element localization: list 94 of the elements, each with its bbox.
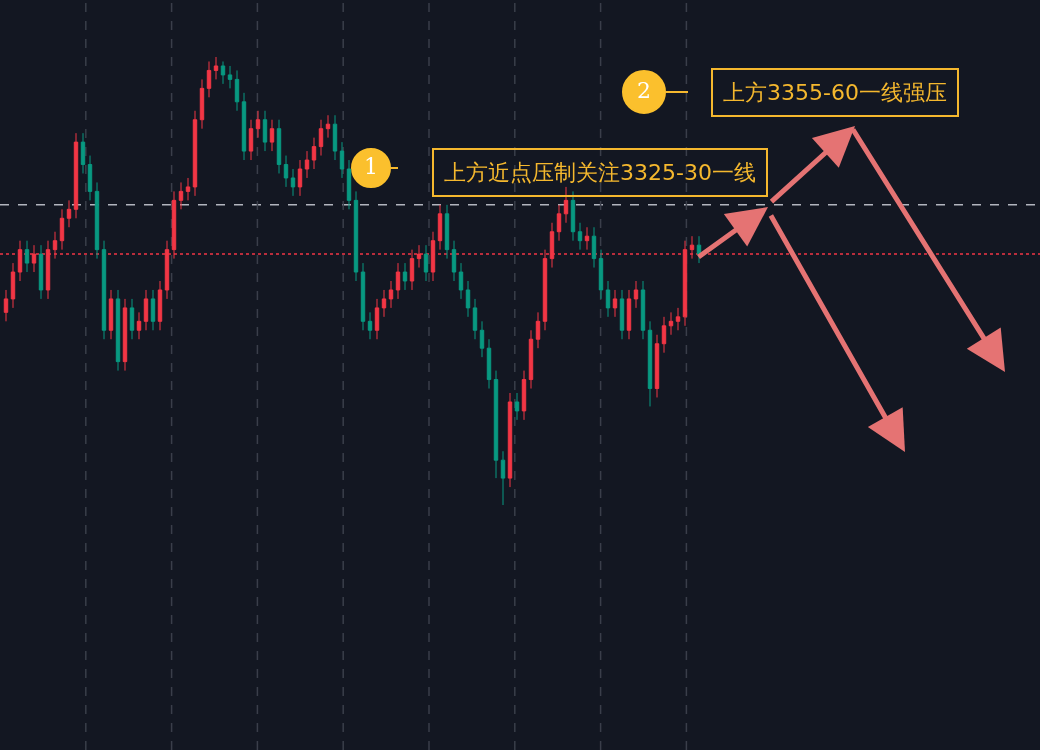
candlestick bbox=[262, 110, 268, 152]
candlestick bbox=[626, 289, 632, 340]
candlestick bbox=[248, 119, 254, 161]
candlestick bbox=[367, 311, 373, 340]
candlestick bbox=[94, 181, 100, 260]
candlestick bbox=[24, 240, 30, 273]
candlestick bbox=[129, 298, 135, 340]
candlestick bbox=[465, 280, 471, 318]
candlestick bbox=[381, 289, 387, 318]
candlestick bbox=[66, 199, 72, 228]
candlestick bbox=[178, 181, 184, 210]
candlestick bbox=[640, 280, 646, 340]
candlestick bbox=[353, 190, 359, 282]
candlestick bbox=[360, 262, 366, 331]
candlestick bbox=[276, 119, 282, 174]
candlestick bbox=[696, 235, 702, 264]
candlestick bbox=[157, 280, 163, 331]
candlestick bbox=[311, 137, 317, 170]
candlestick bbox=[234, 69, 240, 112]
candlestick bbox=[80, 132, 86, 174]
candlestick bbox=[136, 311, 142, 340]
candlestick bbox=[675, 307, 681, 331]
candlestick bbox=[59, 208, 65, 251]
candlestick bbox=[619, 289, 625, 340]
candlestick bbox=[143, 289, 149, 331]
annotation: 2 bbox=[637, 77, 651, 103]
candlestick bbox=[507, 392, 513, 488]
candlestick bbox=[402, 262, 408, 291]
candlestick bbox=[395, 262, 401, 300]
candlestick bbox=[388, 280, 394, 309]
candlestick bbox=[297, 159, 303, 197]
candlestick bbox=[598, 249, 604, 300]
candlestick bbox=[192, 110, 198, 197]
candlestick bbox=[444, 204, 450, 260]
candlestick bbox=[661, 316, 667, 354]
candlestick bbox=[514, 392, 520, 421]
candlestick bbox=[10, 262, 16, 309]
candlestick bbox=[668, 311, 674, 336]
candlestick bbox=[213, 56, 219, 80]
candlestick bbox=[17, 240, 23, 282]
candlestick bbox=[374, 298, 380, 340]
candlestick bbox=[584, 226, 590, 251]
candlestick bbox=[3, 289, 9, 322]
candlestick bbox=[605, 280, 611, 318]
candlestick bbox=[73, 132, 79, 219]
candlestick bbox=[570, 190, 576, 242]
candlestick bbox=[528, 329, 534, 390]
candlestick bbox=[563, 186, 569, 224]
candlestick bbox=[654, 334, 660, 398]
candlestick bbox=[227, 65, 233, 89]
candlestick bbox=[290, 168, 296, 197]
candlestick bbox=[493, 370, 499, 479]
annotation: 上方近点压制关注3325-30一线 bbox=[444, 160, 756, 185]
candlestick bbox=[87, 155, 93, 201]
candlestick bbox=[122, 298, 128, 372]
text: 上方3355-60一线强压 bbox=[723, 80, 947, 105]
candlestick bbox=[255, 110, 261, 139]
candlestick bbox=[451, 240, 457, 282]
candlestick bbox=[332, 114, 338, 161]
candlestick bbox=[647, 320, 653, 407]
candlestick bbox=[346, 159, 352, 210]
candlestick bbox=[437, 204, 443, 251]
candlestick bbox=[591, 226, 597, 269]
candlestick bbox=[283, 155, 289, 188]
candlestick bbox=[577, 222, 583, 251]
candlestick bbox=[479, 320, 485, 358]
candlestick bbox=[150, 289, 156, 331]
candlestick bbox=[269, 119, 275, 152]
candlestick bbox=[535, 311, 541, 349]
candlestick bbox=[241, 92, 247, 161]
candlestick bbox=[682, 240, 688, 327]
candlestick bbox=[458, 262, 464, 300]
candlestick bbox=[500, 450, 506, 506]
candlestick bbox=[430, 231, 436, 282]
candlestick bbox=[220, 60, 226, 85]
candlestick bbox=[206, 60, 212, 98]
candlestick bbox=[633, 280, 639, 309]
candlestick bbox=[185, 177, 191, 201]
candlestick bbox=[486, 338, 492, 390]
candlestick bbox=[325, 114, 331, 139]
candlestick bbox=[318, 119, 324, 157]
candlestick bbox=[115, 289, 121, 372]
candlestick bbox=[101, 240, 107, 340]
candlestick bbox=[199, 78, 205, 130]
annotation: 1 bbox=[364, 153, 378, 179]
candlestick bbox=[556, 204, 562, 242]
candlestick bbox=[612, 289, 618, 318]
candlestick bbox=[521, 370, 527, 421]
candlestick bbox=[38, 244, 44, 300]
candlestick bbox=[304, 150, 310, 179]
candlestick bbox=[339, 141, 345, 179]
candlestick bbox=[108, 289, 114, 340]
candlestick bbox=[472, 298, 478, 340]
candlestick bbox=[423, 244, 429, 282]
